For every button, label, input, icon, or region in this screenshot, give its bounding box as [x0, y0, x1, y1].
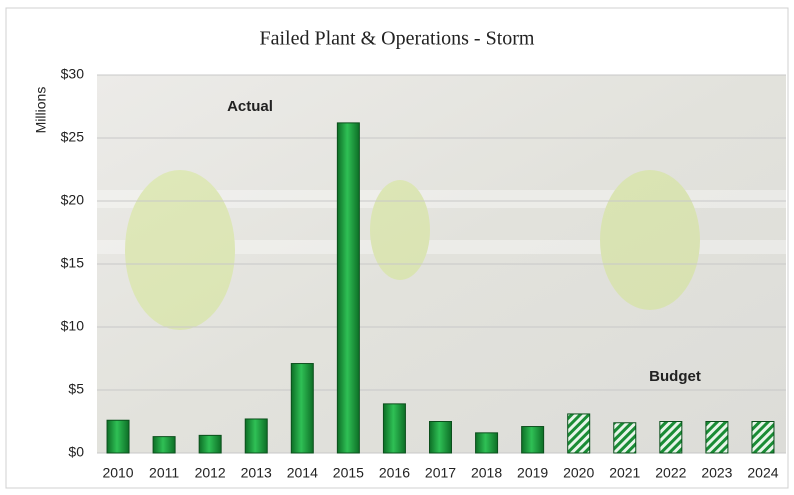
bar: [337, 123, 359, 453]
bar: [522, 427, 544, 453]
series-label: Actual: [227, 98, 273, 115]
series-label: Budget: [649, 368, 701, 385]
bar: [660, 422, 682, 454]
bar: [614, 423, 636, 453]
chart: Failed Plant & Operations - Storm Millio…: [0, 0, 794, 495]
y-tick-label: $0: [68, 444, 84, 460]
x-tick-label: 2022: [655, 465, 686, 481]
bar: [245, 419, 267, 453]
x-tick-label: 2024: [747, 465, 778, 481]
bar: [291, 364, 313, 453]
x-tick-label: 2013: [241, 465, 272, 481]
chart-title: Failed Plant & Operations - Storm: [260, 28, 535, 50]
x-tick-label: 2019: [517, 465, 548, 481]
bar: [476, 433, 498, 453]
y-tick-label: $20: [61, 192, 85, 208]
y-tick-label: $10: [61, 318, 85, 334]
y-tick-label: $25: [61, 129, 85, 145]
bar: [383, 404, 405, 453]
x-tick-label: 2021: [609, 465, 640, 481]
x-tick-label: 2020: [563, 465, 594, 481]
x-tick-label: 2011: [149, 465, 179, 481]
x-tick-label: 2023: [701, 465, 732, 481]
bar: [568, 414, 590, 453]
x-tick-label: 2010: [102, 465, 133, 481]
bar: [706, 422, 728, 454]
bar: [199, 435, 221, 453]
bar: [153, 437, 175, 453]
y-tick-label: $15: [61, 255, 85, 271]
x-tick-label: 2012: [195, 465, 226, 481]
y-tick-label: $30: [61, 66, 85, 82]
bar: [752, 422, 774, 454]
page: {"chart_data": {"type": "bar", "title": …: [0, 0, 794, 495]
bar: [107, 420, 129, 453]
x-tick-label: 2016: [379, 465, 410, 481]
y-axis-title: Millions: [33, 87, 49, 134]
x-tick-label: 2014: [287, 465, 318, 481]
y-tick-label: $5: [68, 381, 84, 397]
bar: [430, 422, 452, 454]
x-tick-label: 2017: [425, 465, 456, 481]
x-tick-label: 2015: [333, 465, 364, 481]
x-tick-label: 2018: [471, 465, 502, 481]
